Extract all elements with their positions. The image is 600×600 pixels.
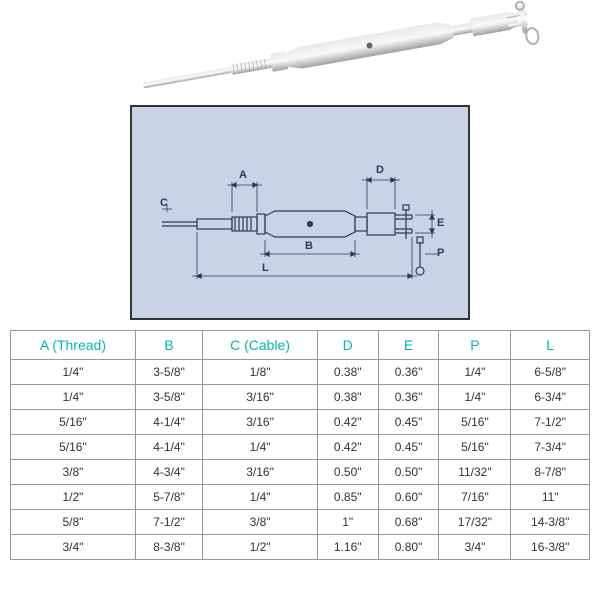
table-cell: 7-3/4": [511, 435, 590, 460]
table-row: 5/8"7-1/2"3/8"1"0.68"17/32"14-3/8": [11, 510, 590, 535]
table-cell: 3/16": [203, 385, 317, 410]
spec-table-container: A (Thread) B C (Cable) D E P L 1/4"3-5/8…: [10, 330, 590, 560]
table-cell: 5/16": [11, 410, 136, 435]
table-cell: 0.36": [378, 360, 439, 385]
table-cell: 3/4": [11, 535, 136, 560]
table-cell: 1.16": [317, 535, 378, 560]
table-header-row: A (Thread) B C (Cable) D E P L: [11, 331, 590, 360]
dim-label-l: L: [262, 262, 269, 274]
table-cell: 11/32": [439, 460, 511, 485]
table-cell: 1": [317, 510, 378, 535]
col-header: L: [511, 331, 590, 360]
table-cell: 6-3/4": [511, 385, 590, 410]
technical-diagram: C A D E P B L: [130, 105, 470, 320]
table-cell: 4-1/4": [135, 410, 202, 435]
table-cell: 1/8": [203, 360, 317, 385]
table-cell: 1/4": [203, 435, 317, 460]
table-cell: 3/8": [203, 510, 317, 535]
table-cell: 0.38": [317, 360, 378, 385]
table-row: 5/16"4-1/4"1/4"0.42"0.45"5/16"7-3/4": [11, 435, 590, 460]
table-cell: 4-1/4": [135, 435, 202, 460]
table-cell: 3-5/8": [135, 385, 202, 410]
table-cell: 0.42": [317, 410, 378, 435]
table-cell: 5-7/8": [135, 485, 202, 510]
table-row: 1/2"5-7/8"1/4"0.85"0.60"7/16"11": [11, 485, 590, 510]
col-header: P: [439, 331, 511, 360]
dim-label-c: C: [160, 197, 168, 209]
table-cell: 7-1/2": [135, 510, 202, 535]
table-cell: 7/16": [439, 485, 511, 510]
table-cell: 0.42": [317, 435, 378, 460]
table-cell: 5/8": [11, 510, 136, 535]
table-cell: 0.38": [317, 385, 378, 410]
table-cell: 1/2": [11, 485, 136, 510]
table-cell: 1/4": [203, 485, 317, 510]
dim-label-p: P: [437, 247, 444, 259]
table-cell: 16-3/8": [511, 535, 590, 560]
table-row: 1/4"3-5/8"1/8"0.38"0.36"1/4"6-5/8": [11, 360, 590, 385]
table-cell: 0.50": [378, 460, 439, 485]
table-cell: 3-5/8": [135, 360, 202, 385]
table-cell: 1/4": [11, 385, 136, 410]
table-cell: 11": [511, 485, 590, 510]
product-photo: [120, 0, 580, 100]
table-cell: 0.60": [378, 485, 439, 510]
table-cell: 1/4": [11, 360, 136, 385]
table-cell: 14-3/8": [511, 510, 590, 535]
dim-label-d: D: [376, 164, 384, 176]
table-cell: 0.85": [317, 485, 378, 510]
table-row: 3/8"4-3/4"3/16"0.50"0.50"11/32"8-7/8": [11, 460, 590, 485]
table-cell: 1/2": [203, 535, 317, 560]
table-cell: 3/16": [203, 460, 317, 485]
spec-table: A (Thread) B C (Cable) D E P L 1/4"3-5/8…: [10, 330, 590, 560]
table-cell: 3/4": [439, 535, 511, 560]
table-row: 5/16"4-1/4"3/16"0.42"0.45"5/16"7-1/2": [11, 410, 590, 435]
table-cell: 3/8": [11, 460, 136, 485]
table-cell: 5/16": [439, 410, 511, 435]
col-header: C (Cable): [203, 331, 317, 360]
col-header: A (Thread): [11, 331, 136, 360]
table-cell: 3/16": [203, 410, 317, 435]
table-cell: 8-3/8": [135, 535, 202, 560]
table-cell: 1/4": [439, 360, 511, 385]
table-cell: 0.50": [317, 460, 378, 485]
table-cell: 0.80": [378, 535, 439, 560]
table-cell: 5/16": [439, 435, 511, 460]
table-cell: 0.45": [378, 410, 439, 435]
col-header: E: [378, 331, 439, 360]
table-cell: 17/32": [439, 510, 511, 535]
dim-label-a: A: [239, 169, 247, 181]
table-cell: 5/16": [11, 435, 136, 460]
dim-label-b: B: [305, 240, 313, 252]
table-cell: 7-1/2": [511, 410, 590, 435]
col-header: D: [317, 331, 378, 360]
table-cell: 0.68": [378, 510, 439, 535]
col-header: B: [135, 331, 202, 360]
table-cell: 1/4": [439, 385, 511, 410]
table-cell: 6-5/8": [511, 360, 590, 385]
table-cell: 8-7/8": [511, 460, 590, 485]
table-row: 3/4"8-3/8"1/2"1.16"0.80"3/4"16-3/8": [11, 535, 590, 560]
table-row: 1/4"3-5/8"3/16"0.38"0.36"1/4"6-3/4": [11, 385, 590, 410]
table-cell: 4-3/4": [135, 460, 202, 485]
dim-label-e: E: [437, 217, 444, 229]
table-cell: 0.36": [378, 385, 439, 410]
table-cell: 0.45": [378, 435, 439, 460]
